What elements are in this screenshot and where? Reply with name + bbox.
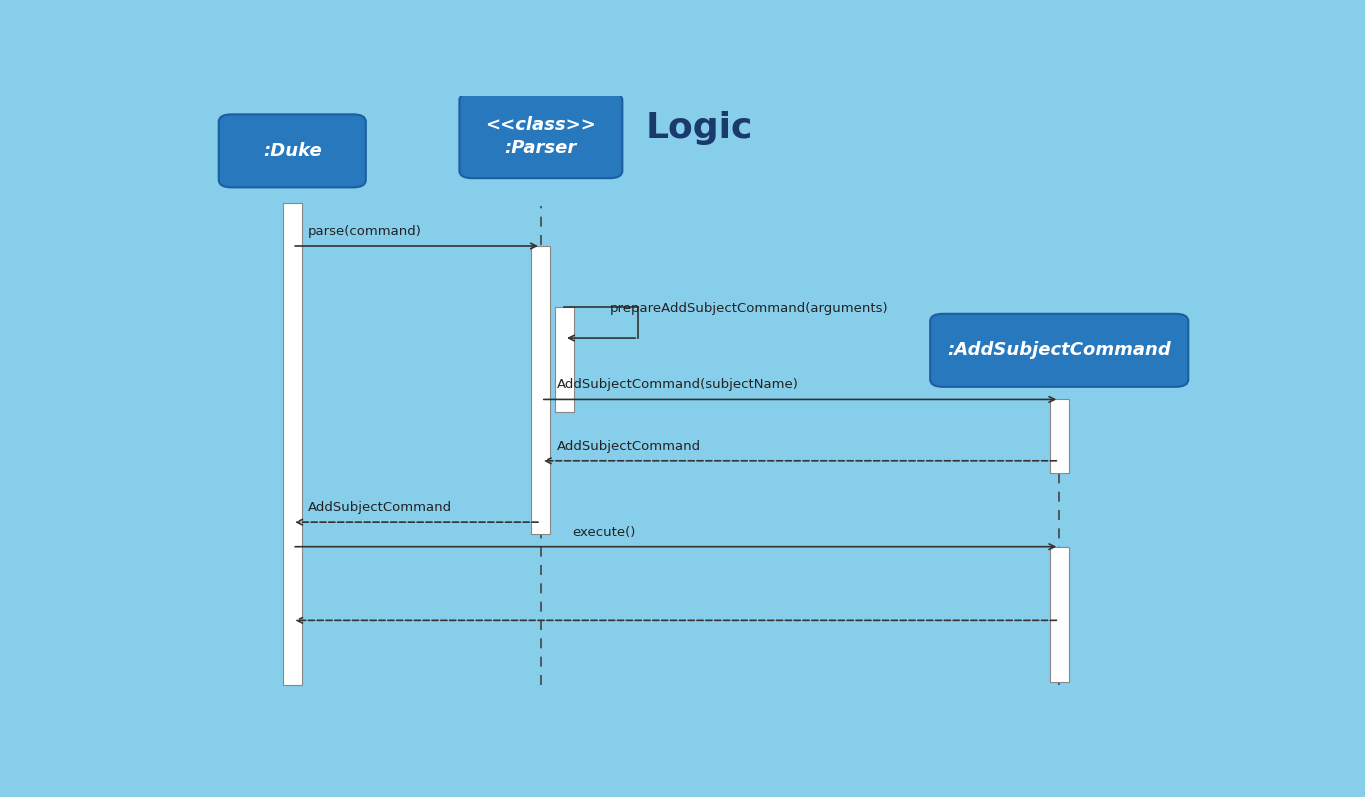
Text: AddSubjectCommand(subjectName): AddSubjectCommand(subjectName) (557, 379, 799, 391)
Text: parse(command): parse(command) (308, 225, 422, 238)
Text: AddSubjectCommand: AddSubjectCommand (308, 501, 452, 514)
Bar (283, 203, 302, 685)
Text: :Duke: :Duke (263, 142, 322, 160)
Text: <<class>>: <<class>> (486, 116, 597, 134)
Bar (554, 308, 573, 412)
FancyBboxPatch shape (930, 314, 1189, 387)
Bar (1050, 399, 1069, 473)
Text: prepareAddSubjectCommand(arguments): prepareAddSubjectCommand(arguments) (610, 302, 889, 316)
Text: AddSubjectCommand: AddSubjectCommand (557, 440, 700, 453)
Text: execute(): execute() (573, 526, 636, 539)
Text: :AddSubjectCommand: :AddSubjectCommand (947, 341, 1171, 359)
FancyBboxPatch shape (460, 93, 622, 179)
Bar (531, 246, 550, 535)
Bar (1050, 547, 1069, 681)
Text: :Parser: :Parser (505, 139, 577, 157)
Text: Logic: Logic (646, 111, 753, 145)
FancyBboxPatch shape (218, 114, 366, 187)
